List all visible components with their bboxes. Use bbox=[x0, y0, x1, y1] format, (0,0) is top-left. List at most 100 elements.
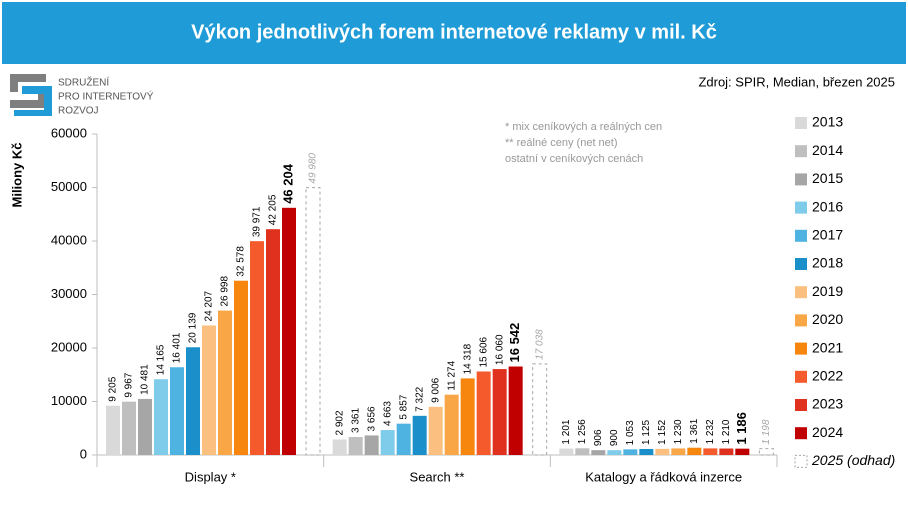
bar bbox=[719, 448, 734, 455]
value-label: 900 bbox=[609, 429, 620, 446]
bar bbox=[380, 430, 395, 455]
value-label: 16 060 bbox=[494, 334, 505, 365]
legend-label: 2019 bbox=[812, 283, 843, 299]
bar bbox=[559, 448, 574, 455]
bar bbox=[154, 379, 168, 455]
value-label: 1 125 bbox=[641, 420, 652, 445]
note: ostatní v ceníkových cenách bbox=[505, 153, 643, 165]
value-label: 1 361 bbox=[689, 418, 700, 443]
value-label: 10 481 bbox=[140, 364, 151, 395]
value-label: 1 152 bbox=[657, 419, 668, 444]
value-label: 1 232 bbox=[705, 419, 716, 444]
legend-label: 2014 bbox=[812, 142, 843, 158]
bar bbox=[186, 347, 200, 455]
value-label: 5 857 bbox=[398, 394, 409, 419]
value-label: 9 205 bbox=[108, 376, 119, 401]
legend-label: 2023 bbox=[812, 396, 843, 412]
bar bbox=[428, 406, 443, 455]
bar bbox=[703, 448, 718, 455]
value-label: 16 542 bbox=[507, 323, 522, 363]
y-tick-label: 60000 bbox=[51, 125, 87, 140]
bar bbox=[138, 398, 152, 455]
legend-label: 2021 bbox=[812, 339, 843, 355]
bar bbox=[396, 423, 411, 455]
logo-text: SDRUŽENÍ bbox=[58, 76, 109, 89]
legend-label: 2013 bbox=[812, 114, 843, 130]
bar bbox=[364, 435, 379, 455]
value-label: 906 bbox=[593, 429, 604, 446]
value-label: 1 053 bbox=[625, 420, 636, 445]
value-label: 46 204 bbox=[280, 163, 295, 204]
bar bbox=[234, 280, 248, 455]
bar bbox=[202, 325, 216, 455]
bar bbox=[508, 366, 523, 455]
legend-swatch bbox=[795, 370, 807, 383]
bar bbox=[655, 448, 670, 455]
bar bbox=[218, 310, 232, 455]
value-label: 1 210 bbox=[721, 419, 732, 444]
value-label: 24 207 bbox=[204, 290, 215, 321]
value-label: 42 205 bbox=[268, 194, 279, 225]
bar bbox=[170, 367, 184, 455]
value-label: 1 198 bbox=[761, 419, 772, 444]
bar bbox=[412, 415, 427, 455]
legend-label: 2024 bbox=[812, 424, 843, 440]
legend-swatch bbox=[795, 286, 807, 299]
legend-swatch bbox=[795, 173, 807, 186]
legend-label: 2025 (odhad) bbox=[811, 452, 895, 468]
bar bbox=[591, 450, 606, 455]
value-label: 14 165 bbox=[156, 344, 167, 375]
bar bbox=[348, 437, 363, 455]
value-label: 4 663 bbox=[382, 401, 393, 426]
legend-label: 2018 bbox=[812, 255, 843, 271]
y-tick-label: 40000 bbox=[51, 232, 87, 247]
note: * mix ceníkových a reálných cen bbox=[505, 121, 662, 133]
legend-label: 2020 bbox=[812, 311, 843, 327]
legend-label: 2016 bbox=[812, 198, 843, 214]
bar bbox=[250, 241, 264, 455]
bar bbox=[476, 371, 491, 455]
logo-text: ROZVOJ bbox=[58, 106, 99, 117]
value-label: 26 998 bbox=[220, 276, 231, 307]
value-label: 9 006 bbox=[430, 377, 441, 402]
note: ** reálné ceny (net net) bbox=[505, 137, 618, 149]
y-tick-label: 0 bbox=[80, 446, 87, 461]
logo-icon bbox=[10, 74, 52, 116]
bar bbox=[607, 450, 622, 455]
value-label: 3 361 bbox=[350, 408, 361, 433]
x-tick-label: Search ** bbox=[410, 469, 465, 484]
legend-swatch bbox=[794, 454, 808, 468]
source: Zdroj: SPIR, Median, březen 2025 bbox=[698, 74, 895, 89]
value-label: 7 322 bbox=[414, 386, 425, 411]
value-label: 32 578 bbox=[236, 246, 247, 277]
bar bbox=[282, 207, 296, 455]
page-title: Výkon jednotlivých forem internetové rek… bbox=[191, 21, 717, 43]
bar bbox=[735, 448, 750, 455]
y-tick-label: 10000 bbox=[51, 393, 87, 408]
value-label: 20 139 bbox=[188, 312, 199, 343]
legend-swatch bbox=[795, 117, 807, 129]
legend-swatch bbox=[795, 314, 807, 327]
logo-text: PRO INTERNETOVÝ bbox=[58, 90, 154, 103]
y-tick-label: 20000 bbox=[51, 339, 87, 354]
header-bar bbox=[2, 2, 906, 64]
legend-swatch bbox=[795, 342, 807, 355]
legend-label: 2017 bbox=[812, 227, 843, 243]
value-label: 17 038 bbox=[534, 329, 545, 360]
value-label: 39 971 bbox=[252, 206, 263, 237]
bar bbox=[332, 439, 347, 455]
legend-swatch bbox=[795, 399, 807, 411]
bar bbox=[687, 447, 702, 455]
bar bbox=[444, 394, 459, 455]
legend-swatch bbox=[795, 427, 807, 440]
legend-swatch bbox=[795, 145, 807, 158]
legend-label: 2015 bbox=[812, 170, 843, 186]
value-label: 1 186 bbox=[734, 412, 749, 445]
value-label: 15 606 bbox=[478, 336, 489, 367]
legend-swatch bbox=[795, 201, 807, 214]
x-tick-label: Katalogy a řádková inzerce bbox=[585, 469, 742, 484]
value-label: 49 980 bbox=[308, 153, 319, 184]
bar bbox=[623, 449, 638, 455]
bar bbox=[532, 363, 548, 456]
